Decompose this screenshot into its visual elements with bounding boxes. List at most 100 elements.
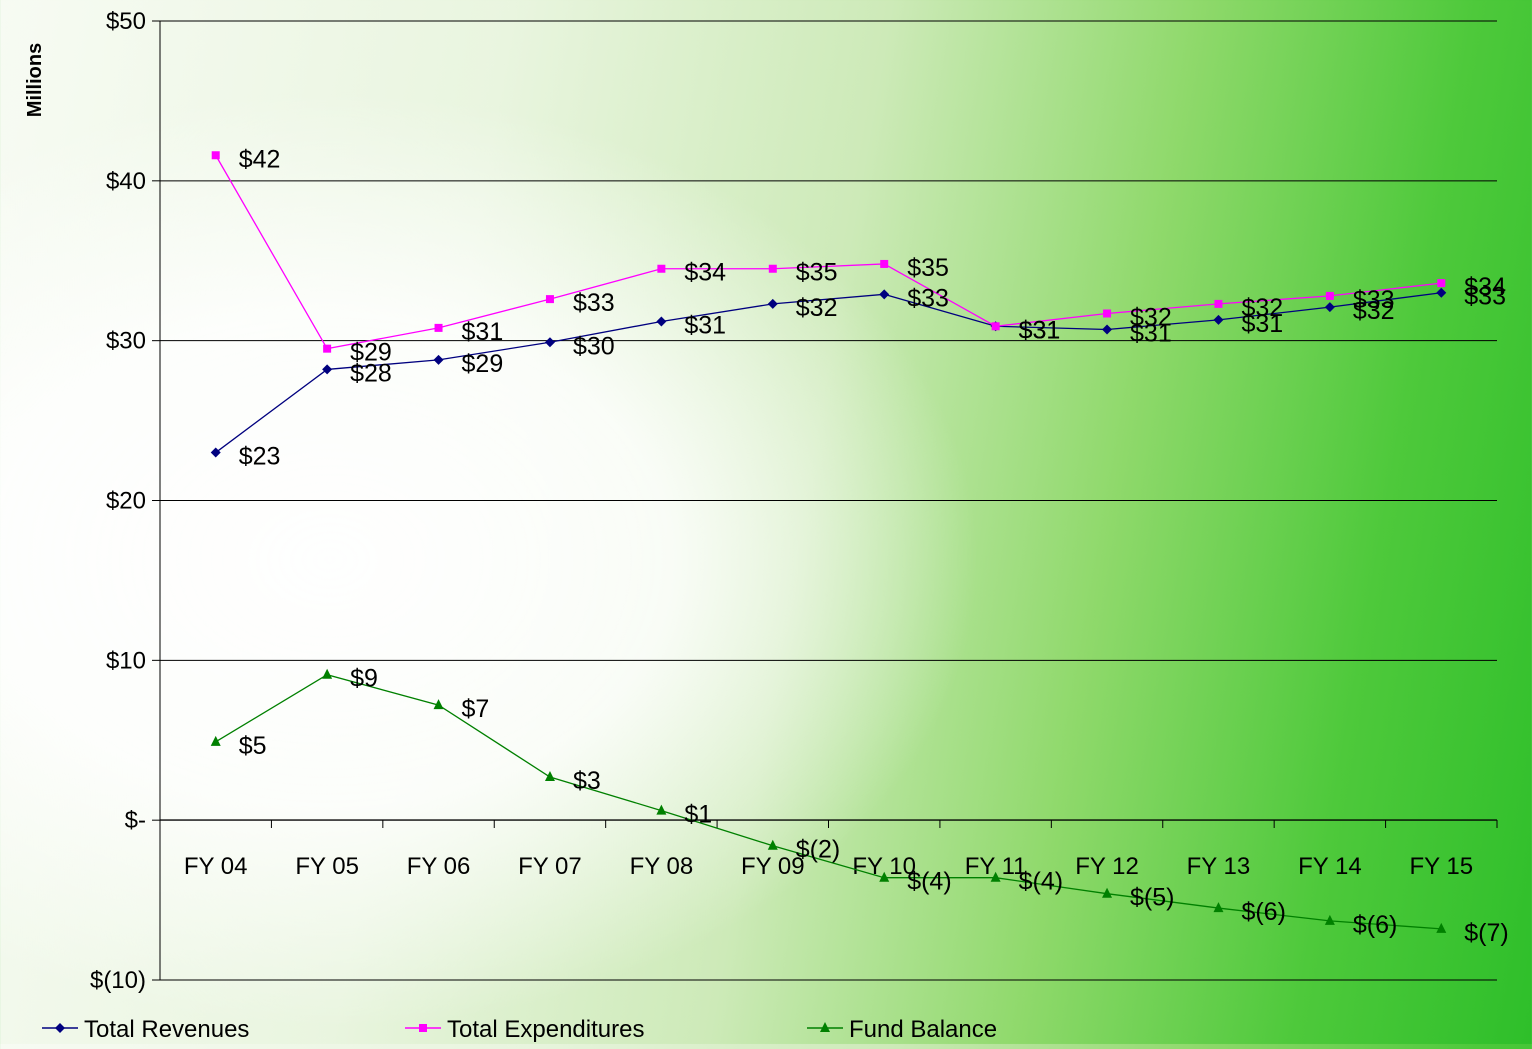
x-tick-label: FY 15 — [1409, 853, 1473, 880]
data-label: $31 — [1130, 319, 1172, 347]
data-point — [1103, 309, 1112, 318]
data-point — [433, 354, 444, 365]
data-label: $34 — [1464, 273, 1506, 301]
x-tick-label: FY 08 — [630, 853, 694, 880]
data-point — [545, 295, 554, 304]
data-label: $42 — [239, 145, 281, 173]
data-point — [1102, 887, 1113, 898]
data-point — [1325, 291, 1334, 300]
data-label: $33 — [573, 289, 615, 317]
data-point — [1324, 914, 1335, 925]
data-label: $34 — [684, 259, 726, 287]
data-label: $32 — [1353, 297, 1395, 325]
x-tick-label: FY 12 — [1075, 853, 1139, 880]
data-point — [1437, 279, 1446, 288]
data-label: $(7) — [1464, 919, 1508, 947]
data-label: $35 — [907, 254, 949, 282]
data-label: $33 — [1353, 286, 1395, 314]
series-line — [215, 292, 1442, 454]
data-point — [991, 322, 1000, 331]
data-label: $23 — [239, 443, 281, 471]
data-label: $(4) — [1019, 868, 1063, 896]
y-tick-label: $- — [125, 807, 146, 834]
data-point — [880, 259, 889, 268]
y-axis-title: Millions — [24, 43, 46, 117]
data-label: $31 — [462, 318, 504, 346]
series-line — [215, 154, 1442, 350]
data-point — [210, 447, 221, 458]
data-label: $29 — [350, 339, 392, 367]
data-label: $32 — [1130, 303, 1172, 331]
data-label: $(4) — [907, 868, 951, 896]
data-label: $3 — [573, 767, 601, 795]
data-label: $(6) — [1353, 911, 1397, 939]
data-label: $33 — [907, 284, 949, 312]
data-point — [1213, 314, 1224, 325]
data-label: $32 — [1241, 294, 1283, 322]
data-point — [433, 699, 444, 710]
data-label: $31 — [1019, 316, 1061, 344]
legend: Total Revenues Total Expenditures Fund Bal… — [42, 1016, 997, 1043]
data-label: $31 — [1241, 310, 1283, 338]
x-tick-label: FY 13 — [1187, 853, 1251, 880]
data-label: $29 — [462, 350, 504, 378]
data-point — [879, 871, 890, 882]
data-point — [419, 1024, 427, 1032]
data-label: $5 — [239, 732, 267, 760]
data-point — [879, 289, 890, 300]
data-label: $(5) — [1130, 884, 1174, 912]
data-label: $31 — [1019, 316, 1061, 344]
data-point — [1324, 302, 1335, 313]
data-point — [1213, 902, 1224, 913]
data-point — [990, 871, 1001, 882]
data-point — [768, 264, 777, 273]
data-point — [1214, 299, 1223, 308]
x-tick-label: FY 14 — [1298, 853, 1362, 880]
x-tick-label: FY 04 — [184, 853, 248, 880]
x-tick-label: FY 05 — [295, 853, 359, 880]
legend-label: Fund Balance — [849, 1016, 997, 1043]
data-label: $32 — [796, 294, 838, 322]
data-point — [1436, 287, 1447, 298]
y-tick-label: $(10) — [90, 967, 146, 994]
data-point — [544, 771, 555, 782]
data-label: $31 — [684, 311, 726, 339]
data-label: $28 — [350, 359, 392, 387]
data-label: $(2) — [796, 836, 840, 864]
data-label: $9 — [350, 665, 378, 693]
y-tick-label: $30 — [106, 328, 146, 355]
data-point — [322, 364, 333, 375]
x-tick-label: FY 09 — [741, 853, 805, 880]
data-label: $1 — [684, 801, 712, 829]
y-tick-label: $10 — [106, 647, 146, 674]
y-tick-label: $40 — [106, 168, 146, 195]
legend-label: Total Expenditures — [447, 1016, 644, 1043]
legend-label: Total Revenues — [84, 1016, 249, 1043]
data-label: $(6) — [1241, 898, 1285, 926]
data-point — [1102, 324, 1113, 335]
data-labels: $23$28 $29$30$31$32 $33$31 $31 $31 $32$33$42$… — [239, 145, 1509, 947]
data-point — [1436, 922, 1447, 933]
series-lines — [210, 151, 1447, 933]
data-point — [55, 1023, 65, 1033]
data-label: $35 — [796, 259, 838, 287]
data-point — [210, 735, 221, 746]
data-point — [323, 344, 332, 353]
data-point — [434, 323, 443, 332]
data-label: $33 — [1464, 283, 1506, 311]
y-tick-label: $20 — [106, 488, 146, 515]
data-point — [322, 668, 333, 679]
data-point — [544, 337, 555, 348]
data-label: $30 — [573, 332, 615, 360]
data-point — [657, 264, 666, 273]
x-tick-label: FY 06 — [407, 853, 471, 880]
data-point — [211, 151, 220, 160]
data-label: $7 — [462, 695, 490, 723]
x-tick-label: FY 07 — [518, 853, 582, 880]
data-point — [656, 316, 667, 327]
series-line — [215, 674, 1442, 930]
data-point — [820, 1022, 830, 1032]
axes: $(10) $- $10 $20 $30 $40 $50 FY 04 FY 05 FY 06 FY … — [90, 8, 1498, 994]
